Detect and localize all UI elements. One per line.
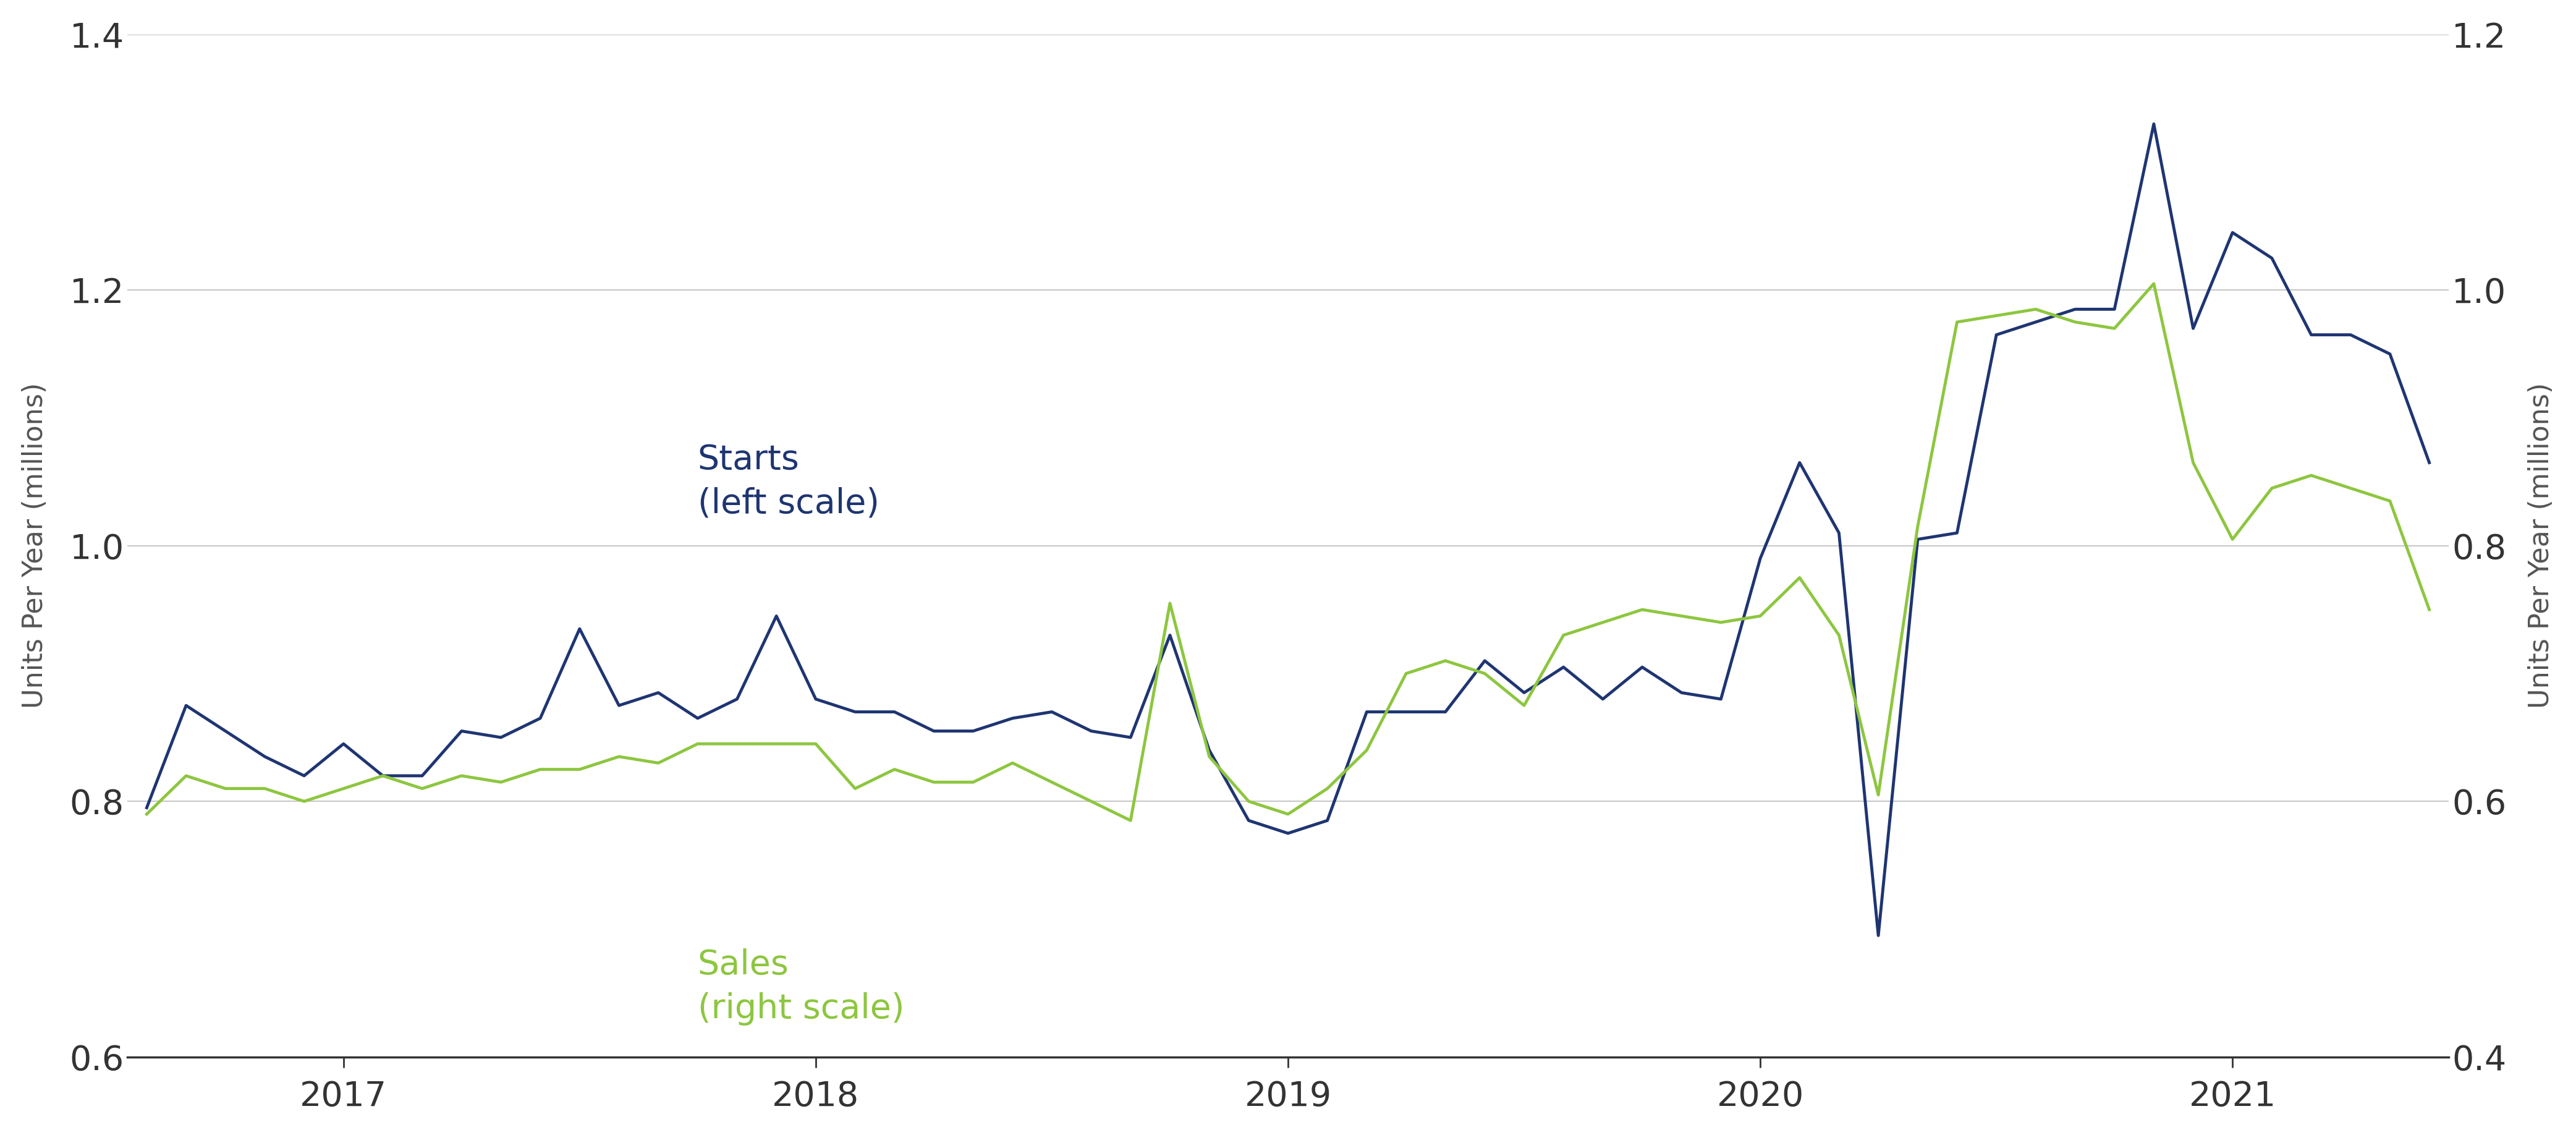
Y-axis label: Units Per Year (millions): Units Per Year (millions) — [21, 382, 49, 708]
Text: Starts
(left scale): Starts (left scale) — [698, 443, 878, 520]
Text: Sales
(right scale): Sales (right scale) — [698, 949, 904, 1026]
Y-axis label: Units Per Year (millions): Units Per Year (millions) — [2527, 382, 2555, 708]
